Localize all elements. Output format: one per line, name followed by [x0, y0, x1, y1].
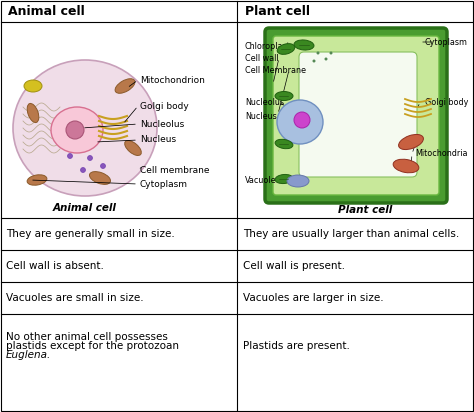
Ellipse shape — [399, 134, 423, 150]
Ellipse shape — [275, 174, 293, 184]
Circle shape — [66, 121, 84, 139]
Text: They are generally small in size.: They are generally small in size. — [6, 229, 175, 239]
Circle shape — [317, 52, 319, 54]
Ellipse shape — [294, 40, 314, 50]
Ellipse shape — [27, 103, 39, 122]
Text: plastids except for the protozoan: plastids except for the protozoan — [6, 341, 179, 351]
Circle shape — [100, 164, 106, 169]
Text: Chloroplast: Chloroplast — [245, 42, 291, 51]
Text: Cell membrane: Cell membrane — [140, 166, 210, 175]
FancyBboxPatch shape — [299, 52, 417, 177]
Text: Golgi body: Golgi body — [140, 101, 189, 110]
Text: Mitochondrion: Mitochondrion — [140, 75, 205, 84]
Ellipse shape — [393, 159, 419, 173]
Text: Golgi body: Golgi body — [425, 98, 468, 106]
Text: Nucleolus: Nucleolus — [245, 98, 284, 106]
Circle shape — [329, 52, 332, 54]
Ellipse shape — [51, 107, 103, 153]
FancyBboxPatch shape — [265, 28, 447, 203]
Ellipse shape — [277, 100, 323, 144]
Circle shape — [88, 155, 92, 161]
Text: Vacuole: Vacuole — [245, 176, 277, 185]
Text: They are usually larger than animal cells.: They are usually larger than animal cell… — [243, 229, 459, 239]
Text: Animal cell: Animal cell — [8, 5, 85, 17]
Circle shape — [312, 59, 316, 63]
Text: Euglena.: Euglena. — [6, 351, 51, 360]
Circle shape — [67, 154, 73, 159]
Ellipse shape — [277, 44, 295, 54]
Ellipse shape — [24, 80, 42, 92]
Text: Cell wall: Cell wall — [245, 54, 279, 63]
FancyBboxPatch shape — [273, 36, 439, 195]
Text: Vacuoles are larger in size.: Vacuoles are larger in size. — [243, 293, 383, 303]
Text: Cytoplasm: Cytoplasm — [140, 180, 188, 189]
Text: Nucleolus: Nucleolus — [140, 119, 184, 129]
Ellipse shape — [275, 139, 293, 149]
Text: Cell wall is absent.: Cell wall is absent. — [6, 261, 104, 271]
Text: Nucleus: Nucleus — [245, 112, 277, 120]
Text: Nucleus: Nucleus — [140, 136, 176, 145]
Ellipse shape — [27, 175, 47, 185]
Text: Plant cell: Plant cell — [245, 5, 310, 17]
Text: Cell wall is present.: Cell wall is present. — [243, 261, 345, 271]
Ellipse shape — [275, 91, 293, 101]
Text: Vacuoles are small in size.: Vacuoles are small in size. — [6, 293, 144, 303]
Text: Plastids are present.: Plastids are present. — [243, 341, 350, 351]
Text: Mitochondria: Mitochondria — [416, 150, 468, 159]
Ellipse shape — [115, 79, 135, 93]
Text: Animal cell: Animal cell — [53, 203, 117, 213]
Ellipse shape — [90, 172, 110, 185]
Text: Cell Membrane: Cell Membrane — [245, 66, 306, 75]
Text: Plant cell: Plant cell — [338, 205, 392, 215]
Text: Cytoplasm: Cytoplasm — [425, 37, 468, 47]
Ellipse shape — [287, 175, 309, 187]
Circle shape — [81, 168, 85, 173]
Ellipse shape — [125, 140, 141, 155]
Circle shape — [294, 112, 310, 128]
Circle shape — [325, 58, 328, 61]
Ellipse shape — [13, 60, 157, 196]
Text: No other animal cell possesses: No other animal cell possesses — [6, 332, 168, 342]
